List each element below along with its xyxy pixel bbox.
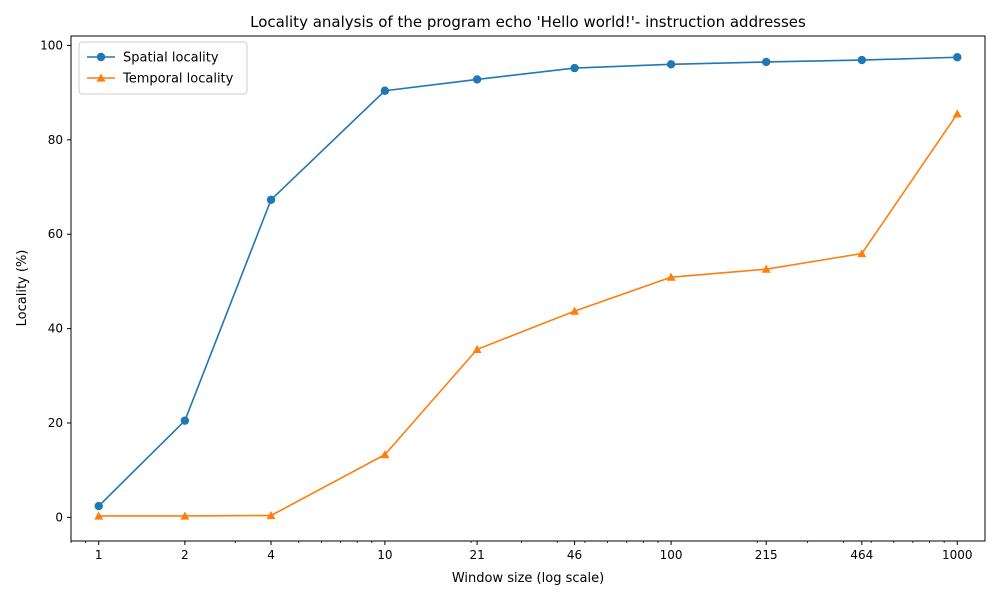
temporal-locality-point	[570, 306, 580, 315]
temporal-locality-line	[98, 113, 958, 517]
temporal-locality-series	[94, 109, 962, 520]
spatial-locality-point	[180, 416, 190, 425]
legend-item-temporal-locality: Temporal locality	[87, 72, 234, 87]
legend-label: Spatial locality	[123, 51, 219, 66]
legend-box	[78, 41, 248, 95]
spatial-locality-point	[94, 501, 103, 511]
x-tick-label: 2	[181, 548, 189, 562]
legend: Spatial locality Temporal locality	[78, 41, 248, 95]
spatial-locality-line	[98, 56, 958, 507]
x-tick-label: 1	[95, 548, 103, 562]
series-layer	[94, 53, 962, 520]
temporal-locality-point	[857, 249, 867, 258]
spatial-locality-point	[953, 53, 962, 62]
temporal-locality-point	[180, 511, 190, 520]
chart-title: Locality analysis of the program echo 'H…	[250, 13, 806, 31]
legend-spatial-locality-point	[96, 52, 106, 62]
spatial-locality-point	[380, 86, 390, 95]
spatial-locality-point	[762, 57, 771, 67]
temporal-locality-point	[94, 511, 104, 520]
y-tick-label: 60	[48, 227, 63, 241]
temporal-locality-point	[380, 450, 390, 459]
temporal-locality-point	[952, 109, 962, 118]
y-tick-label: 40	[48, 322, 63, 336]
spatial-locality-point	[666, 60, 676, 69]
spatial-locality-point	[472, 75, 482, 84]
x-tick-label: 46	[567, 548, 582, 562]
x-tick-label: 464	[850, 548, 873, 562]
legend-item-spatial-locality: Spatial locality	[87, 51, 219, 66]
y-axis: 0 20 40 60 80 100	[40, 38, 71, 524]
x-tick-label: 4	[267, 548, 275, 562]
x-tick-label: 100	[660, 548, 683, 562]
y-tick-label: 80	[48, 133, 63, 147]
y-tick-label: 0	[55, 510, 63, 524]
legend-label: Temporal locality	[122, 72, 234, 87]
x-tick-label: 10	[377, 548, 392, 562]
spatial-locality-point	[570, 63, 579, 73]
x-tick-label: 1000	[942, 548, 973, 562]
spatial-locality-point	[857, 55, 867, 65]
y-tick-label: 100	[40, 38, 63, 52]
spatial-locality-series	[94, 53, 962, 511]
x-axis: 1 2 4 10 21 46 100 215 464 1000	[70, 541, 973, 562]
x-tick-label: 215	[755, 548, 778, 562]
spatial-locality-point	[266, 195, 276, 204]
plot-area: 1 2 4 10 21 46 100 215 464 1000 0 20 40 60 80 100	[40, 35, 986, 562]
x-tick-label: 21	[469, 548, 484, 562]
y-axis-label: Locality (%)	[15, 250, 30, 327]
temporal-locality-point	[472, 344, 482, 353]
temporal-locality-point	[761, 264, 771, 273]
x-axis-label: Window size (log scale)	[452, 571, 604, 586]
temporal-locality-point	[266, 511, 276, 520]
temporal-locality-point	[666, 272, 676, 281]
legend-temporal-locality-point	[96, 73, 106, 82]
y-tick-label: 20	[48, 416, 63, 430]
plot-frame	[70, 35, 986, 542]
